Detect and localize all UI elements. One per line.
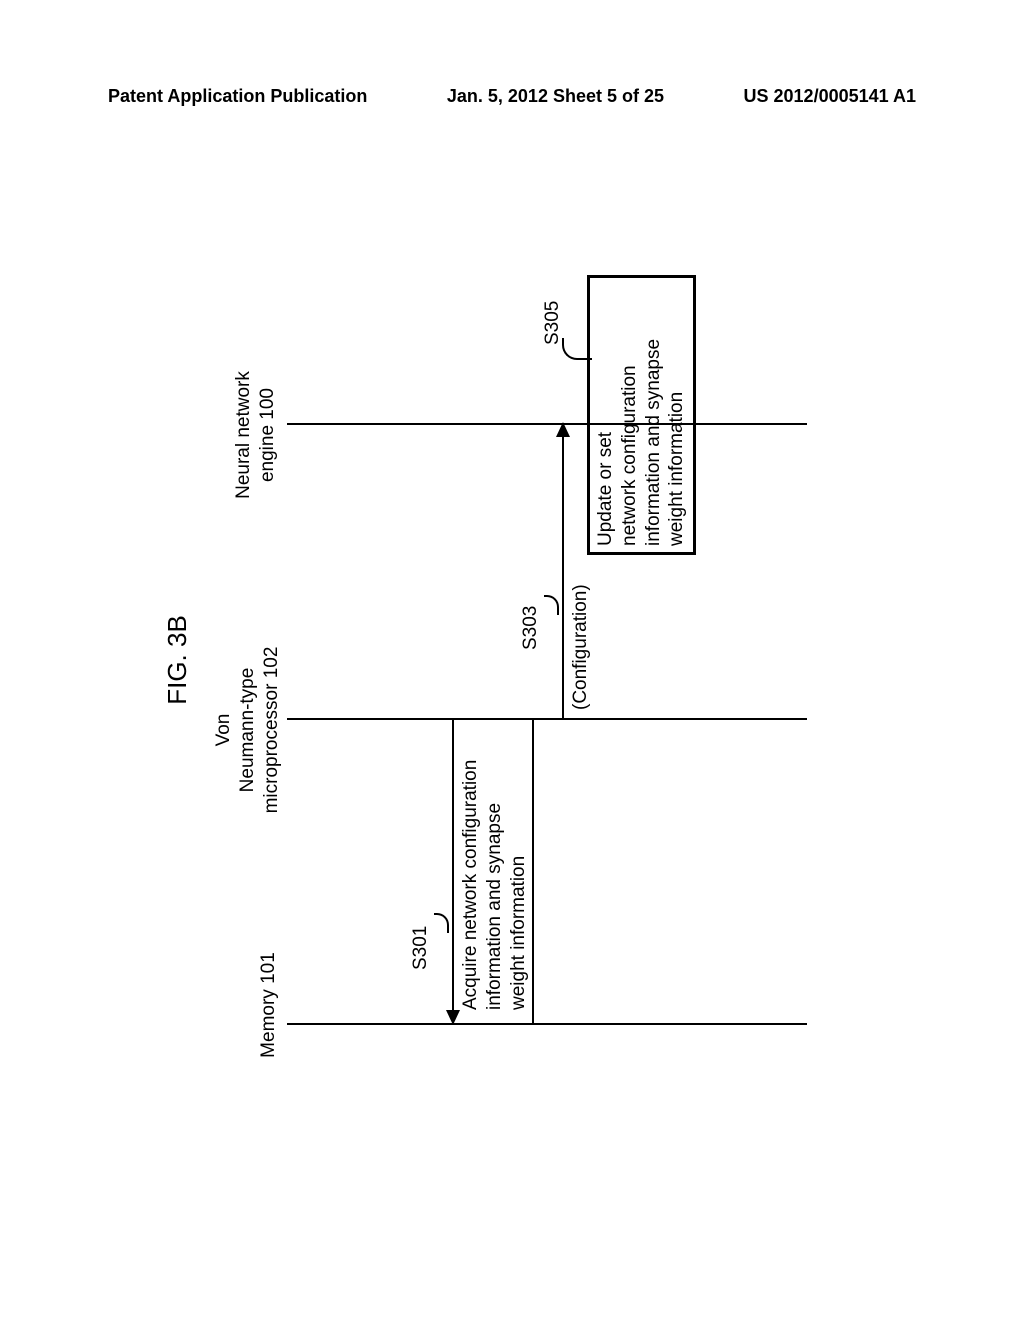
- s301-curve: [434, 913, 449, 933]
- sequence-diagram: FIG. 3B Memory 101 VonNeumann-typemicrop…: [162, 235, 862, 1085]
- arrow-s301-line: [452, 720, 454, 1013]
- acquire-underline: [532, 720, 534, 1023]
- processor-lifeline: [287, 718, 807, 720]
- page-header: Patent Application Publication Jan. 5, 2…: [108, 86, 916, 107]
- s303-curve: [544, 595, 559, 615]
- engine-column-header: Neural networkengine 100: [232, 345, 280, 525]
- acquire-text: Acquire network configurationinformation…: [459, 710, 530, 1010]
- memory-column-header: Memory 101: [257, 930, 281, 1080]
- processor-column-header: VonNeumann-typemicroprocessor 102: [212, 630, 283, 830]
- configuration-text: (Configuration): [569, 584, 593, 710]
- arrow-s303-line: [562, 437, 564, 720]
- arrow-s301-head: [446, 1010, 460, 1025]
- step-s305-label: S305: [542, 301, 564, 345]
- figure-title: FIG. 3B: [162, 615, 193, 705]
- header-date-sheet: Jan. 5, 2012 Sheet 5 of 25: [447, 86, 664, 107]
- step-s301-label: S301: [410, 926, 432, 970]
- step-s303-label: S303: [520, 606, 542, 650]
- arrow-s303-head: [556, 422, 570, 437]
- header-publication: Patent Application Publication: [108, 86, 367, 107]
- engine-lifeline: [287, 423, 807, 425]
- header-patent-number: US 2012/0005141 A1: [744, 86, 916, 107]
- memory-lifeline: [287, 1023, 807, 1025]
- update-box: Update or setnetwork configurationinform…: [587, 275, 696, 555]
